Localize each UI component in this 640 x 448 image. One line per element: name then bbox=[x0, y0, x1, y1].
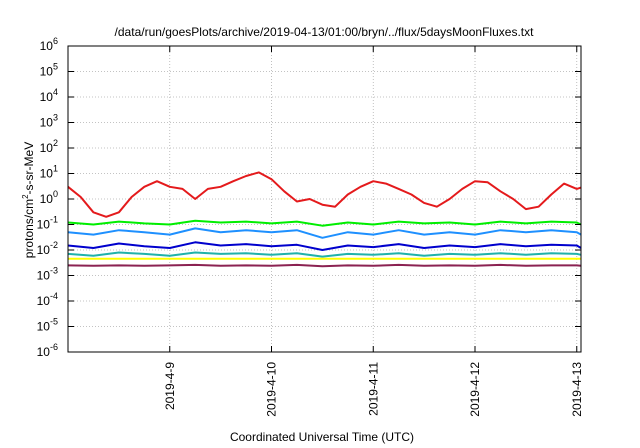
y-tick-exponent: -5 bbox=[50, 317, 58, 327]
y-tick-base: 10 bbox=[40, 90, 54, 104]
grid-layer bbox=[68, 46, 581, 352]
y-tick-label: 100 bbox=[40, 189, 58, 206]
x-tick-label: 2019-4-12 bbox=[468, 362, 482, 417]
y-tick-base: 10 bbox=[40, 65, 54, 79]
y-tick-base: 10 bbox=[40, 167, 54, 181]
y-tick-base: 10 bbox=[40, 192, 54, 206]
y-tick-label: 106 bbox=[40, 36, 58, 53]
y-tick-exponent: -2 bbox=[50, 240, 58, 250]
y-axis-label: protons/cm2-s-sr-MeV bbox=[21, 142, 36, 258]
x-tick-label: 2019-4-13 bbox=[570, 362, 584, 417]
y-tick-base: 10 bbox=[37, 243, 51, 257]
y-tick-label: 10-6 bbox=[37, 342, 58, 359]
y-tick-exponent: 1 bbox=[53, 164, 58, 174]
y-tick-exponent: -6 bbox=[50, 342, 58, 352]
y-tick-base: 10 bbox=[37, 320, 51, 334]
y-tick-label: 10-1 bbox=[37, 215, 58, 232]
y-tick-label: 101 bbox=[40, 164, 58, 181]
y-tick-label: 102 bbox=[40, 138, 58, 155]
y-tick-exponent: -4 bbox=[50, 291, 58, 301]
y-tick-base: 10 bbox=[37, 218, 51, 232]
y-tick-exponent: 0 bbox=[53, 189, 58, 199]
y-tick-exponent: -3 bbox=[50, 266, 58, 276]
y-axis-label-sup: 2 bbox=[21, 194, 30, 199]
chart-title: /data/run/goesPlots/archive/2019-04-13/0… bbox=[115, 25, 535, 39]
series-line-7 bbox=[67, 263, 582, 268]
y-tick-base: 10 bbox=[40, 39, 54, 53]
y-tick-base: 10 bbox=[40, 141, 54, 155]
series-line-3 bbox=[67, 227, 582, 239]
y-tick-label: 10-5 bbox=[37, 317, 58, 334]
y-tick-label: 103 bbox=[40, 113, 58, 130]
y-tick-base: 10 bbox=[40, 116, 54, 130]
y-tick-exponent: 2 bbox=[53, 138, 58, 148]
tick-layer: 10-610-510-410-310-210-11001011021031041… bbox=[37, 36, 584, 417]
x-tick-label: 2019-4-11 bbox=[366, 362, 380, 416]
y-tick-base: 10 bbox=[37, 345, 51, 359]
y-tick-exponent: 4 bbox=[53, 87, 58, 97]
y-tick-label: 105 bbox=[40, 62, 58, 79]
y-tick-label: 10-4 bbox=[37, 291, 58, 308]
x-tick-label: 2019-4-9 bbox=[163, 362, 177, 410]
y-tick-label: 10-3 bbox=[37, 266, 58, 283]
series-layer bbox=[67, 171, 582, 268]
y-axis-label-part2: -s-sr-MeV bbox=[22, 142, 36, 195]
y-tick-exponent: -1 bbox=[50, 215, 58, 225]
y-tick-exponent: 3 bbox=[53, 113, 58, 123]
series-line-2 bbox=[67, 219, 582, 227]
y-tick-label: 104 bbox=[40, 87, 58, 104]
y-tick-base: 10 bbox=[37, 269, 51, 283]
x-tick-label: 2019-4-10 bbox=[265, 362, 279, 417]
y-tick-base: 10 bbox=[37, 294, 51, 308]
x-axis-label: Coordinated Universal Time (UTC) bbox=[230, 430, 414, 444]
series-line-5 bbox=[67, 251, 582, 258]
y-tick-exponent: 5 bbox=[53, 62, 58, 72]
y-tick-label: 10-2 bbox=[37, 240, 58, 257]
plot-frame bbox=[67, 45, 582, 353]
series-line-4 bbox=[67, 241, 582, 251]
series-line-1 bbox=[67, 171, 582, 218]
y-axis-label-part1: protons/cm bbox=[22, 199, 36, 258]
y-tick-exponent: 6 bbox=[53, 36, 58, 46]
